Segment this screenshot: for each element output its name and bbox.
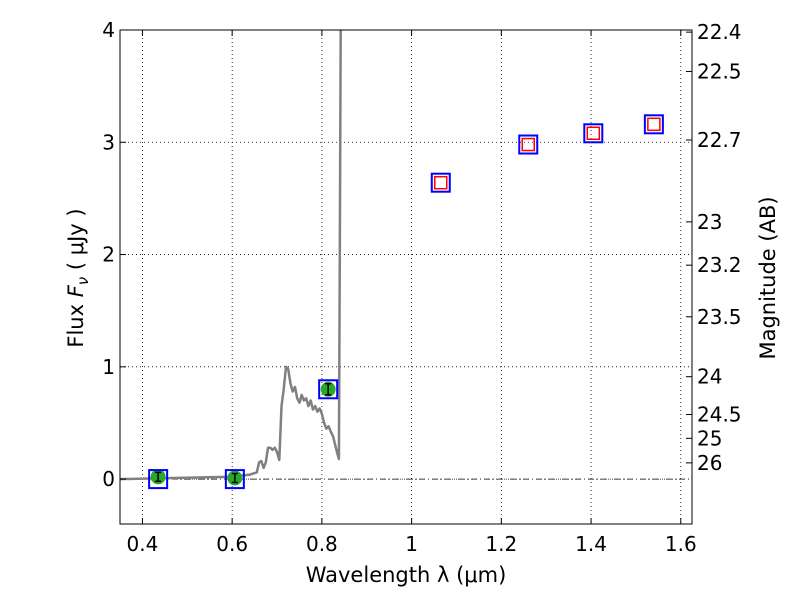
y-tick-label: 4 [102,18,115,42]
marker-layer [148,114,664,490]
right-axis-tick-label: 22.7 [697,128,742,152]
x-tick-label: 0.8 [306,532,338,556]
right-axis-tick-label: 22.5 [697,59,742,83]
right-axis-tick-label: 24.5 [697,402,742,426]
right-axis-label: Magnitude (AB) [756,196,780,359]
model-square-blue [148,469,169,490]
spectrum-line [119,29,342,481]
model-square-red [647,117,661,132]
x-tick-label: 1.4 [575,532,607,556]
right-axis-tick-label: 23 [697,210,722,234]
axis-ticks [120,29,692,524]
x-tick-label: 1 [405,532,418,556]
model-square-blue [318,379,339,400]
y-axis-label-subscript: ν [74,277,92,285]
right-axis-tick-label: 26 [697,451,722,475]
model-square-red [521,137,536,152]
right-axis-tick-label: 23.5 [697,305,742,329]
model-square-red [586,126,601,141]
y-tick-label: 0 [102,467,115,491]
right-axis-tick-label: 23.2 [697,253,742,277]
model-square-blue [518,134,539,155]
right-axis-tick-label: 22.4 [697,20,742,44]
x-tick-label: 1.2 [485,532,517,556]
plot-frame [119,29,693,525]
x-axis-label: Wavelength λ (μm) [306,563,507,587]
right-axis-tick-label: 24 [697,365,722,389]
y-axis-label: Flux Fν ( μJy ) [64,208,92,347]
model-square-blue [430,172,451,193]
y-axis-label-symbol: F [64,284,88,297]
model-square-blue [224,469,245,490]
y-axis-label-prefix: Flux [64,297,88,347]
model-square-blue [643,114,664,135]
model-square-red [434,175,448,190]
grid-lines [120,29,692,524]
x-tick-label: 0.4 [127,532,159,556]
x-tick-label: 0.6 [216,532,248,556]
y-axis-label-suffix: ( μJy ) [64,208,88,276]
y-tick-label: 3 [102,130,115,154]
y-tick-label: 1 [102,355,115,379]
y-tick-label: 2 [102,243,115,267]
model-square-blue [583,123,604,144]
x-tick-label: 1.6 [665,532,697,556]
spectrum-layer [119,29,342,481]
right-axis-tick-label: 25 [697,426,722,450]
